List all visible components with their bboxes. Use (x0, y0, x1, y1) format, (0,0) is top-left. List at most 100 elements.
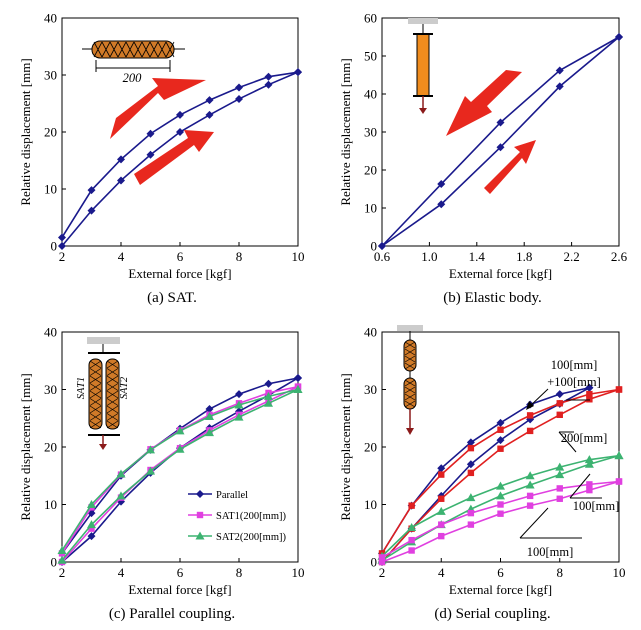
data-point (467, 509, 475, 517)
inset-mesh (404, 400, 416, 408)
inset-mesh (404, 341, 416, 349)
data-point (234, 400, 244, 409)
data-point (586, 486, 593, 494)
x-tick-label: 2.2 (563, 249, 579, 264)
inset-mesh (89, 405, 102, 414)
data-point (264, 72, 273, 81)
data-point (293, 385, 303, 393)
data-point (57, 555, 67, 564)
data-point (556, 411, 563, 418)
data-point (586, 396, 593, 403)
y-axis-label: Relative displacement [mm] (338, 373, 353, 520)
y-tick-label: 20 (364, 163, 377, 178)
data-point (264, 379, 273, 388)
data-point (408, 536, 415, 544)
data-point (496, 436, 505, 445)
data-point (205, 428, 214, 437)
x-tick-label: 6 (177, 565, 184, 580)
y-tick-label: 0 (371, 239, 378, 254)
inset-mesh (404, 379, 416, 387)
data-point (496, 491, 505, 500)
annotation-100-100: 100[mm] (551, 358, 598, 372)
y-tick-label: 40 (364, 87, 377, 102)
inset-mesh (106, 420, 119, 429)
x-tick-label: 8 (557, 565, 564, 580)
x-axis-label: External force [kgf] (128, 266, 231, 281)
data-point (234, 412, 244, 421)
chart-panel-c: 2 4 6 8 10 0 10 20 30 40 External force [kgf] Relat… (18, 325, 305, 623)
x-tick-label: 6 (177, 249, 184, 264)
data-point (58, 242, 66, 250)
x-tick-label: 0.6 (374, 249, 391, 264)
data-point (497, 445, 504, 452)
x-tick-label: 4 (118, 249, 125, 264)
data-point (235, 83, 243, 92)
data-point (615, 478, 623, 485)
panel-caption: (d) Serial coupling. (434, 606, 550, 622)
inset-mesh (106, 390, 119, 399)
y-tick-label: 0 (51, 239, 58, 254)
data-point (556, 495, 563, 502)
inset-mesh (404, 386, 416, 394)
inset-mesh (89, 375, 102, 384)
inset-load-arrow (406, 428, 414, 435)
inset-mesh (93, 41, 103, 58)
y-tick-label: 60 (364, 11, 377, 26)
annotation-100-100-b: +100[mm] (547, 375, 601, 389)
data-point (146, 129, 155, 138)
x-tick-label: 2 (59, 565, 66, 580)
panel-caption: (c) Parallel coupling. (109, 606, 235, 622)
panel-caption: (a) SAT. (147, 290, 197, 306)
inset-mesh (106, 398, 119, 406)
inset-mesh (125, 41, 135, 58)
inset-mesh (89, 368, 102, 376)
data-point (176, 128, 184, 136)
data-point (556, 400, 563, 407)
y-tick-label: 10 (44, 182, 57, 197)
data-point (116, 469, 126, 478)
data-point (555, 82, 564, 91)
data-point (57, 546, 67, 554)
series-line (381, 388, 620, 563)
data-point (264, 391, 273, 400)
x-tick-label: 10 (613, 565, 626, 580)
inset-mesh (89, 360, 102, 369)
data-point (378, 554, 386, 561)
data-point (264, 80, 273, 89)
x-tick-label: 8 (236, 249, 243, 264)
data-point (526, 427, 534, 435)
chart-panel-a: 2 4 6 8 10 0 10 20 30 40 External force [kgf] Relat… (18, 11, 305, 307)
inset-mesh (117, 41, 127, 58)
data-point (87, 206, 96, 215)
data-point (88, 525, 95, 532)
series-line (381, 388, 620, 554)
inset-mesh (141, 41, 151, 58)
inset-elastic-body (416, 33, 430, 97)
annotation-100-pink: 100[mm] (527, 545, 574, 559)
y-axis-label: Relative displacement [mm] (18, 373, 33, 520)
data-point (438, 471, 445, 478)
y-tick-label: 40 (44, 325, 57, 340)
data-point (437, 200, 446, 209)
data-point (294, 68, 302, 77)
y-tick-label: 10 (364, 201, 377, 216)
x-tick-label: 10 (292, 249, 305, 264)
data-point (407, 523, 417, 531)
data-point (584, 455, 594, 464)
inset-mesh (106, 413, 119, 421)
inset-load-arrow (419, 108, 427, 114)
data-point (294, 374, 302, 382)
data-point (466, 493, 476, 502)
data-point (586, 481, 593, 488)
y-tick-label: 40 (364, 325, 377, 340)
x-tick-label: 4 (118, 565, 125, 580)
load-arrow (484, 140, 536, 194)
data-point (526, 502, 534, 509)
y-axis-label: Relative displacement [mm] (18, 58, 33, 205)
annotation-leader (519, 507, 549, 539)
data-point (438, 495, 445, 502)
x-axis-label: External force [kgf] (449, 582, 552, 597)
data-point (205, 412, 214, 421)
y-tick-label: 30 (364, 382, 377, 397)
